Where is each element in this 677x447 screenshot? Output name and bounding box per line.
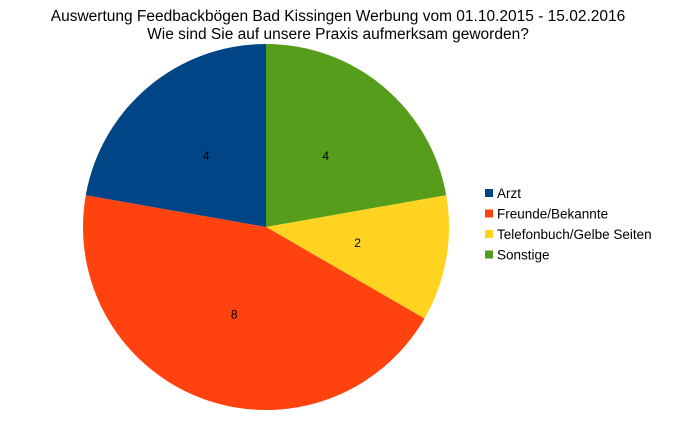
legend-label: Freunde/Bekannte [497,207,608,222]
pie-slice-sonstige [266,44,447,227]
pie-slice-telefonbuch-gelbe-seiten [266,195,449,319]
legend-label: Sonstige [497,248,550,263]
data-label: 2 [354,236,361,250]
pie-slice-freunde-bekannte [83,195,425,411]
legend-label: Arzt [497,186,521,201]
data-label: 4 [203,149,210,163]
legend-swatch [485,209,493,218]
data-label: 4 [322,149,329,163]
data-label: 8 [231,307,238,321]
pie-slice-arzt [85,44,266,227]
legend-swatch [485,189,493,197]
legend-swatch [485,230,493,238]
legend-label: Telefonbuch/Gelbe Seiten [497,227,652,242]
chart-subtitle: Wie sind Sie auf unsere Praxis aufmerksa… [147,26,529,43]
legend-swatch [485,250,493,259]
legend: Arzt Freunde/Bekannte Telefonbuch/Gelbe Se… [485,186,652,263]
chart-title: Auswertung Feedbackbögen Bad Kissingen W… [51,8,625,25]
